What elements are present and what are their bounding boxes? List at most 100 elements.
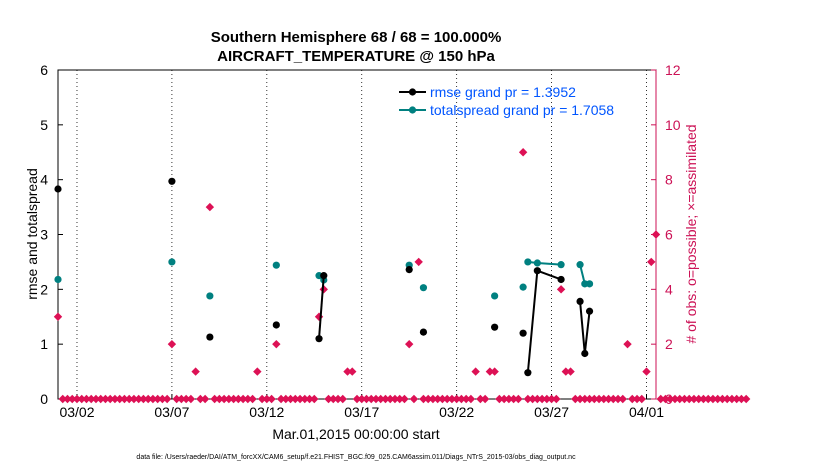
obs-count-marker	[77, 394, 86, 404]
obs-count-marker	[442, 394, 452, 404]
totalspread-line-segment	[537, 262, 562, 266]
obs-count-marker	[291, 394, 300, 404]
obs-count-marker	[215, 394, 224, 404]
y-left-tick-label: 3	[40, 227, 48, 243]
y-right-tick-label: 4	[665, 281, 673, 297]
obs-count-marker	[381, 394, 390, 404]
obs-count-marker	[471, 367, 480, 376]
totalspread-point	[576, 261, 584, 269]
obs-count-marker	[63, 394, 72, 404]
y-right-tick-label: 8	[665, 172, 673, 188]
y-left-tick-label: 2	[40, 281, 48, 297]
obs-count-marker	[476, 394, 485, 404]
obs-count-marker	[234, 394, 243, 404]
obs-count-marker	[162, 394, 172, 404]
obs-count-marker	[143, 394, 153, 404]
obs-count-marker	[348, 367, 357, 376]
obs-count-marker	[556, 285, 566, 294]
obs-count-marker	[238, 394, 248, 404]
rmse-point	[533, 267, 541, 275]
y-right-tick-label: 10	[665, 117, 681, 133]
obs-count-marker	[737, 394, 746, 404]
totalspread-point	[54, 275, 62, 284]
obs-count-marker	[741, 394, 751, 404]
obs-count-marker	[248, 394, 257, 404]
marks	[53, 148, 751, 404]
obs-count-marker	[466, 394, 476, 404]
obs-count-marker	[120, 394, 129, 404]
rmse-point	[519, 329, 527, 337]
x-tick-label: 04/01	[629, 404, 664, 420]
obs-count-marker	[694, 394, 703, 404]
obs-count-marker	[386, 394, 395, 404]
obs-count-marker	[338, 394, 347, 404]
obs-count-marker	[53, 312, 63, 321]
obs-count-marker	[457, 394, 466, 404]
obs-count-marker	[428, 394, 438, 404]
rmse-point	[585, 307, 594, 315]
obs-count-marker	[134, 394, 143, 404]
obs-count-marker	[362, 394, 371, 404]
obs-count-marker	[219, 394, 229, 404]
y-left-tick-label: 5	[40, 117, 48, 133]
totalspread-point	[206, 292, 214, 300]
obs-count-marker	[590, 394, 599, 404]
obs-count-marker	[196, 394, 205, 404]
x-tick-label: 03/27	[534, 404, 569, 420]
obs-count-marker	[390, 394, 400, 404]
legend-label-rmse: rmse grand pr = 1.3952	[430, 84, 576, 100]
obs-count-marker	[509, 394, 518, 404]
obs-count-marker	[110, 394, 120, 404]
obs-count-marker	[333, 394, 343, 404]
obs-count-marker	[295, 394, 305, 404]
obs-count-marker	[153, 394, 162, 404]
obs-count-marker	[300, 394, 309, 404]
obs-count-marker	[181, 394, 191, 404]
obs-count-marker	[272, 339, 281, 349]
obs-count-marker	[580, 394, 590, 404]
x-tick-label: 03/22	[439, 404, 474, 420]
obs-count-marker	[257, 394, 267, 404]
obs-count-marker	[101, 394, 110, 404]
obs-count-marker	[452, 394, 461, 404]
obs-count-marker	[642, 367, 651, 376]
y-right-tick-label: 12	[665, 62, 681, 78]
obs-count-marker	[599, 394, 608, 404]
obs-count-marker	[594, 394, 604, 404]
rmse-point	[581, 349, 589, 358]
obs-count-marker	[87, 394, 96, 404]
obs-count-marker	[419, 394, 428, 404]
rmse-point	[168, 177, 176, 185]
obs-count-marker	[229, 394, 238, 404]
obs-count-marker	[675, 394, 684, 404]
obs-count-marker	[680, 394, 689, 404]
x-tick-label: 03/17	[344, 404, 379, 420]
axes: 03/02 03/07 03/12 03/17 03/22 03/27 04/0101234…	[40, 62, 681, 420]
obs-count-marker	[613, 394, 623, 404]
obs-count-marker	[480, 394, 490, 404]
obs-count-marker	[200, 394, 210, 404]
x-tick-label: 03/02	[59, 404, 94, 420]
legend-marker-spread	[408, 106, 417, 114]
obs-count-marker	[281, 394, 291, 404]
y-left-tick-label: 6	[40, 62, 48, 78]
chart-title-line1: Southern Hemisphere 68 / 68 = 100.000%	[211, 29, 502, 46]
obs-count-marker	[210, 394, 219, 404]
footnote: data file: /Users/raeder/DAI/ATM_forcXX/…	[136, 454, 576, 461]
obs-count-marker	[400, 394, 409, 404]
obs-count-marker	[395, 394, 404, 404]
obs-count-marker	[504, 394, 514, 404]
obs-count-marker	[713, 394, 722, 404]
obs-count-marker	[722, 394, 732, 404]
obs-count-marker	[243, 394, 253, 404]
obs-count-marker	[438, 394, 447, 404]
obs-count-marker	[286, 394, 295, 404]
obs-count-marker	[191, 367, 200, 376]
obs-count-marker	[518, 148, 528, 157]
legend-label-spread: totalspread grand pr = 1.7058	[430, 102, 614, 118]
obs-count-marker	[495, 394, 504, 404]
obs-count-marker	[661, 394, 670, 404]
legend-marker-rmse	[408, 88, 417, 96]
obs-count-marker	[58, 394, 67, 404]
